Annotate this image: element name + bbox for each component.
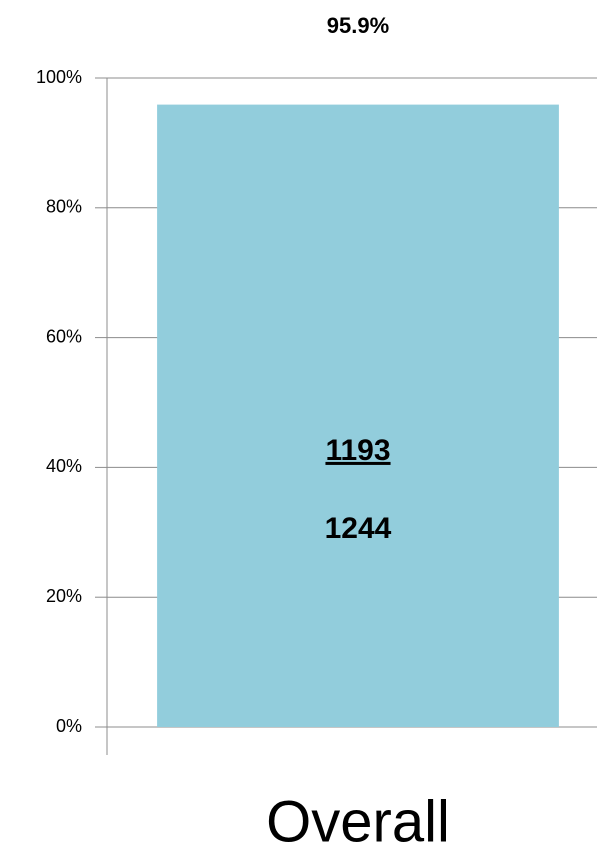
bar xyxy=(157,104,559,727)
y-tick-label: 0% xyxy=(56,716,82,736)
y-tick-label: 40% xyxy=(46,456,82,476)
value-label: 95.9% xyxy=(327,13,389,38)
x-tick-label: Overall xyxy=(266,789,450,854)
y-tick-label: 60% xyxy=(46,326,82,346)
y-tick-label: 100% xyxy=(36,67,82,87)
numerator-label: 1193 xyxy=(325,434,390,467)
denominator-label: 1244 xyxy=(325,512,392,545)
y-tick-label: 20% xyxy=(46,586,82,606)
y-tick-label: 80% xyxy=(46,197,82,217)
